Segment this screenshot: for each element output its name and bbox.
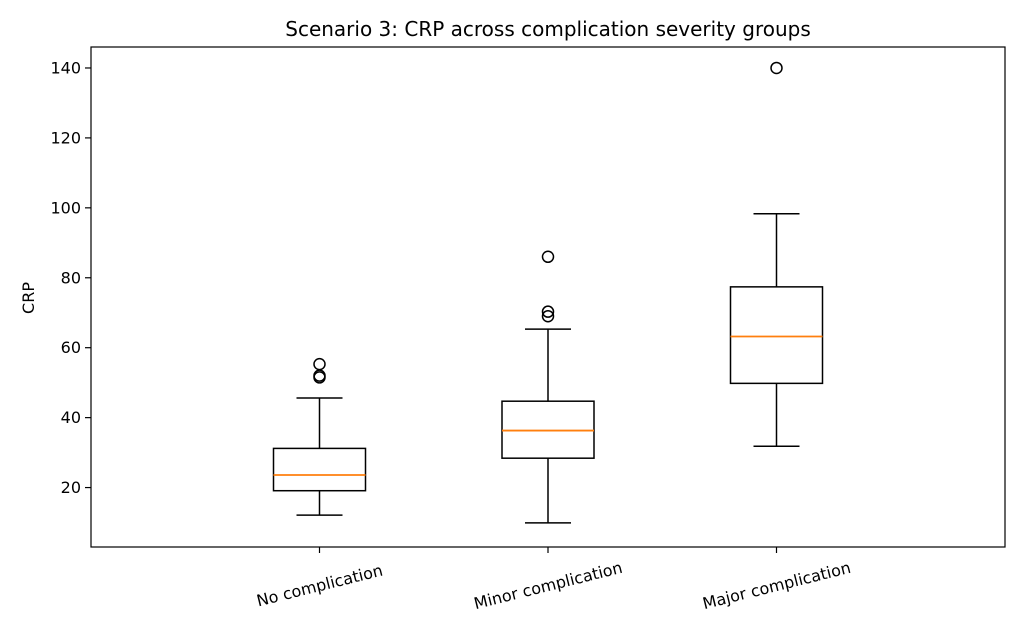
outlier-point [541, 305, 555, 318]
y-axis-label: CRP [19, 282, 38, 314]
x-tick-label: No complication [255, 561, 385, 611]
y-tick-label: 120 [50, 128, 81, 147]
x-tick-label: Minor complication [472, 558, 624, 613]
outlier-point [770, 61, 783, 75]
y-tick-label: 100 [50, 198, 81, 217]
y-tick-label: 40 [61, 408, 81, 427]
x-tick-label: Major complication [701, 558, 853, 613]
y-tick-label: 20 [61, 478, 81, 497]
y-tick-label: 60 [61, 338, 81, 357]
outlier-point [541, 309, 555, 323]
y-tick-label: 140 [50, 58, 81, 77]
box-iqr [729, 286, 824, 385]
outlier-point [313, 357, 326, 371]
plot-area: 20 40 60 80 100 120 140 No complication Minor co… [50, 58, 852, 613]
y-tick-label: 80 [61, 268, 81, 287]
outlier-point [541, 250, 555, 264]
chart-title: Scenario 3: CRP across complication seve… [285, 17, 811, 41]
plot-frame [90, 46, 1006, 548]
box-iqr [272, 447, 367, 492]
